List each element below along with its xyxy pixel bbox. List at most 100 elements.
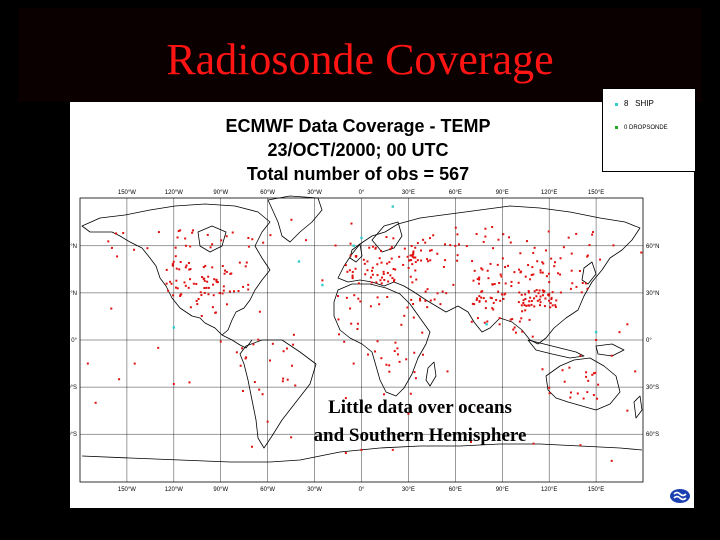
station-marker: [376, 274, 379, 277]
lon-label-top: 60°E: [449, 190, 462, 196]
station-marker: [375, 281, 378, 284]
station-marker: [282, 377, 285, 380]
station-marker: [356, 327, 359, 330]
station-marker: [197, 298, 200, 301]
station-marker: [569, 391, 572, 394]
station-marker: [363, 262, 366, 265]
lon-label-top: 120°E: [541, 190, 557, 196]
station-marker: [484, 300, 487, 303]
lon-label-top: 0°: [359, 190, 365, 196]
station-marker: [172, 294, 175, 297]
station-marker: [221, 265, 224, 268]
latitude-labels: 60°N 60°N 30°N 30°N 0° 0° 30°S 30°S 60°S 60°S: [64, 244, 660, 438]
station-marker: [413, 371, 416, 374]
station-marker: [380, 282, 383, 285]
station-marker: [472, 279, 475, 282]
station-marker: [414, 246, 417, 249]
station-marker: [224, 269, 227, 272]
station-marker: [239, 364, 242, 367]
station-marker: [551, 304, 554, 307]
station-marker: [563, 380, 566, 383]
station-marker: [211, 266, 214, 269]
station-marker: [244, 357, 247, 360]
station-marker: [207, 275, 210, 278]
ship-marker: [485, 323, 488, 326]
station-marker: [344, 264, 347, 267]
station-marker: [412, 253, 415, 256]
station-marker: [305, 239, 308, 242]
station-marker: [385, 236, 388, 239]
station-marker: [548, 293, 551, 296]
station-marker: [475, 233, 478, 236]
station-marker: [510, 285, 513, 288]
station-marker: [348, 269, 351, 272]
station-marker: [356, 322, 359, 325]
station-marker: [165, 268, 168, 271]
station-marker: [216, 281, 219, 284]
station-marker: [407, 412, 410, 415]
station-marker: [522, 299, 525, 302]
lat-label-left: 60°N: [64, 244, 77, 250]
coast-hudson: [197, 225, 227, 253]
lon-label-bottom: 60°E: [449, 487, 462, 493]
station-marker: [487, 277, 490, 280]
station-marker: [394, 341, 397, 344]
station-marker: [441, 290, 444, 293]
station-marker: [498, 282, 501, 285]
station-marker: [502, 233, 505, 236]
station-marker: [398, 360, 401, 363]
title-band: [18, 8, 702, 102]
station-marker: [526, 240, 529, 243]
station-marker: [599, 258, 602, 261]
station-marker: [385, 363, 388, 366]
station-marker: [215, 280, 218, 283]
station-marker: [379, 279, 382, 282]
lon-label-bottom: 30°E: [402, 487, 415, 493]
station-marker: [524, 309, 527, 312]
station-marker: [507, 236, 510, 239]
legend-dropsonde-label: DROPSONDE: [629, 125, 668, 131]
station-marker: [618, 331, 621, 334]
station-marker: [519, 252, 522, 255]
station-marker: [559, 257, 562, 260]
station-marker: [172, 260, 175, 263]
station-marker: [360, 448, 363, 451]
station-marker: [371, 245, 374, 248]
station-marker: [424, 241, 427, 244]
station-marker: [204, 264, 207, 267]
station-marker: [291, 364, 294, 367]
station-marker: [504, 292, 507, 295]
station-marker: [189, 306, 192, 309]
station-marker: [478, 276, 481, 279]
station-marker: [557, 272, 560, 275]
station-marker: [146, 247, 149, 250]
ship-marker: [391, 205, 394, 208]
station-marker: [561, 369, 564, 372]
station-marker: [200, 294, 203, 297]
lon-label-bottom: 60°W: [260, 487, 275, 493]
station-marker: [501, 257, 504, 260]
station-marker: [374, 350, 377, 353]
station-marker: [497, 238, 500, 241]
station-marker: [531, 266, 534, 269]
station-marker: [429, 299, 432, 302]
station-marker: [498, 323, 501, 326]
station-marker: [585, 375, 588, 378]
station-marker: [202, 266, 205, 269]
coast-new-guinea: [595, 343, 625, 357]
station-marker: [359, 300, 362, 303]
station-marker: [529, 296, 532, 299]
station-marker: [195, 299, 198, 302]
station-marker: [544, 297, 547, 300]
station-marker: [402, 263, 405, 266]
station-marker: [579, 444, 582, 447]
station-marker: [471, 302, 474, 305]
station-marker: [225, 235, 228, 238]
station-marker: [518, 291, 521, 294]
station-marker: [355, 255, 358, 258]
station-marker: [538, 298, 541, 301]
lon-label-bottom: 90°E: [496, 487, 509, 493]
station-marker: [456, 233, 459, 236]
station-marker: [294, 384, 297, 387]
station-marker: [495, 299, 498, 302]
